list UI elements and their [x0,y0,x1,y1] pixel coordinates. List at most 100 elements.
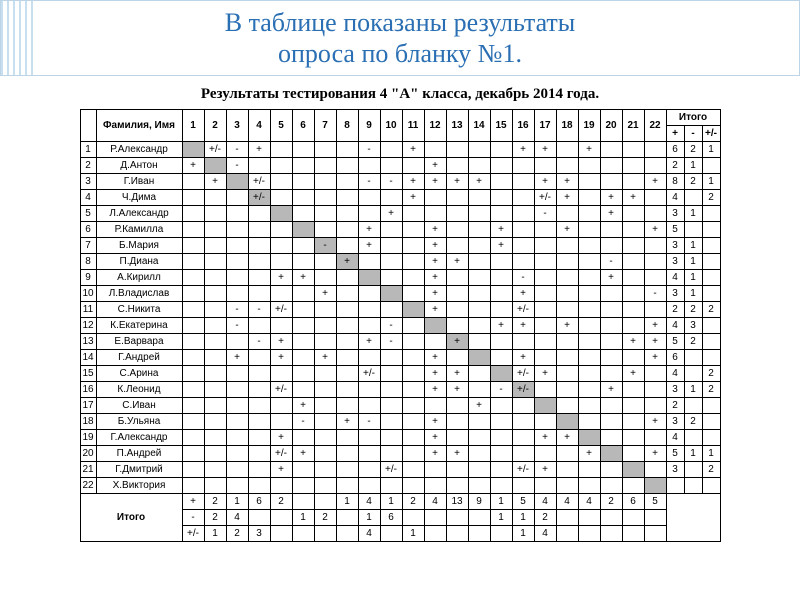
cell [336,478,358,494]
cell [490,190,512,206]
col-total-minus: - [684,126,702,142]
cell [468,158,490,174]
cell [644,302,666,318]
col-1: 1 [182,110,204,142]
cell [556,158,578,174]
cell: + [424,238,446,254]
cell [600,158,622,174]
cell [402,206,424,222]
cell [204,478,226,494]
row-total: 3 [666,414,684,430]
cell: +/- [204,142,226,158]
cell [336,142,358,158]
cell [226,382,248,398]
cell: + [556,190,578,206]
footer-val: 13 [446,494,468,510]
cell [336,190,358,206]
cell [622,222,644,238]
cell: - [226,158,248,174]
row-total: 1 [684,446,702,462]
cell [402,238,424,254]
row-total: 3 [666,462,684,478]
row-total: 1 [702,142,720,158]
rownum: 13 [80,334,96,350]
cell [358,430,380,446]
cell [446,142,468,158]
cell [402,398,424,414]
rownum: 16 [80,382,96,398]
cell [556,142,578,158]
cell [468,302,490,318]
cell [512,174,534,190]
col-21: 21 [622,110,644,142]
cell [490,366,512,382]
cell [270,174,292,190]
rownum: 22 [80,478,96,494]
cell [358,302,380,318]
cell [270,158,292,174]
cell: + [424,350,446,366]
cell [556,462,578,478]
footer-val [248,510,270,526]
student-name: С.Арина [96,366,182,382]
cell [204,414,226,430]
cell [226,270,248,286]
cell [644,190,666,206]
cell: + [424,302,446,318]
student-name: К.Екатерина [96,318,182,334]
cell [380,270,402,286]
row-total: 5 [666,222,684,238]
row-total [702,222,720,238]
rownum: 5 [80,206,96,222]
cell [512,206,534,222]
cell [248,398,270,414]
cell: - [600,254,622,270]
cell [578,174,600,190]
cell [248,382,270,398]
cell [600,286,622,302]
cell [314,174,336,190]
cell [490,334,512,350]
cell [600,462,622,478]
cell: + [644,350,666,366]
cell: + [644,446,666,462]
cell [358,382,380,398]
cell [270,142,292,158]
student-name: П.Диана [96,254,182,270]
footer-val [446,526,468,542]
footer-sign-plus: + [182,494,204,510]
cell [468,414,490,430]
col-20: 20 [600,110,622,142]
cell [182,478,204,494]
cell [402,478,424,494]
row-total: 3 [666,382,684,398]
cell [512,334,534,350]
rownum: 10 [80,286,96,302]
cell [578,366,600,382]
row-total: 3 [666,286,684,302]
cell [314,254,336,270]
col-3: 3 [226,110,248,142]
cell [446,270,468,286]
cell [292,286,314,302]
cell [490,430,512,446]
cell [556,302,578,318]
cell [490,158,512,174]
col-10: 10 [380,110,402,142]
cell: + [622,334,644,350]
footer-val [314,526,336,542]
cell [336,446,358,462]
rownum: 8 [80,254,96,270]
cell: + [424,254,446,270]
cell [380,446,402,462]
cell: - [380,334,402,350]
cell: + [490,238,512,254]
cell [204,238,226,254]
cell [468,446,490,462]
student-name: Л.Александр [96,206,182,222]
cell [292,158,314,174]
cell [468,190,490,206]
cell: + [578,446,600,462]
cell [226,430,248,446]
cell [578,478,600,494]
